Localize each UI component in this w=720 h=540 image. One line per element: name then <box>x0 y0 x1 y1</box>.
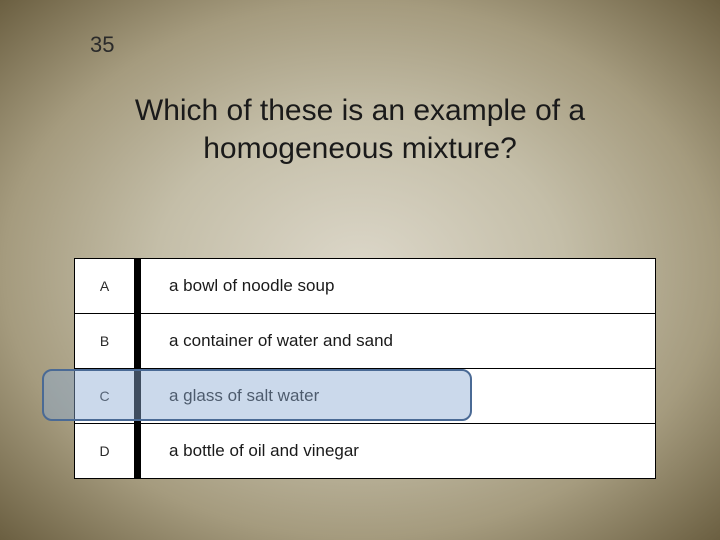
answers-table: A a bowl of noodle soup B a container of… <box>74 258 656 479</box>
answer-row[interactable]: A a bowl of noodle soup <box>75 259 656 314</box>
question-text: Which of these is an example of a homoge… <box>0 92 720 167</box>
answer-letter: C <box>75 369 135 424</box>
answer-letter: B <box>75 314 135 369</box>
answer-text: a container of water and sand <box>141 314 656 369</box>
answer-letter: D <box>75 424 135 479</box>
answer-text: a bowl of noodle soup <box>141 259 656 314</box>
answer-text: a bottle of oil and vinegar <box>141 424 656 479</box>
answer-row[interactable]: B a container of water and sand <box>75 314 656 369</box>
answer-row[interactable]: C a glass of salt water <box>75 369 656 424</box>
answer-text: a glass of salt water <box>141 369 656 424</box>
answer-letter: A <box>75 259 135 314</box>
question-number: 35 <box>90 32 114 58</box>
answer-row[interactable]: D a bottle of oil and vinegar <box>75 424 656 479</box>
